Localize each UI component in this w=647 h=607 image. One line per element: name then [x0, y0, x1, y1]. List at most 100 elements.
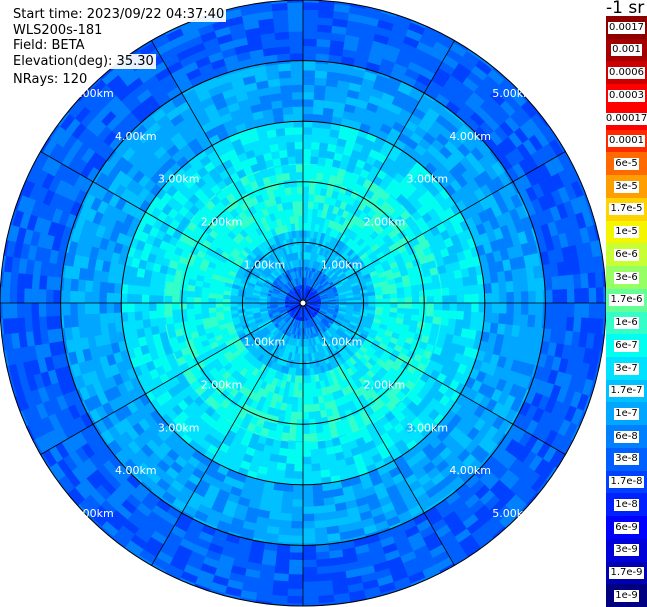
ring-label: 5.00km: [72, 507, 114, 520]
range-gate: [297, 289, 301, 297]
range-gate: [212, 575, 229, 587]
range-gate: [330, 263, 338, 271]
range-gate: [186, 378, 192, 385]
range-gate: [215, 303, 224, 308]
range-gate: [361, 364, 370, 374]
range-gate: [92, 303, 100, 315]
range-gate: [487, 262, 497, 274]
range-gate: [273, 482, 284, 492]
range-gate: [196, 250, 206, 259]
range-gate: [374, 335, 383, 343]
range-gate: [56, 395, 69, 411]
range-gate: [453, 242, 464, 254]
range-gate: [315, 238, 320, 247]
range-gate: [342, 227, 351, 236]
range-gate: [434, 259, 438, 268]
range-gate: [191, 450, 204, 462]
range-gate: [431, 323, 440, 332]
range-gate: [215, 190, 222, 196]
range-gate: [432, 379, 443, 391]
range-gate: [292, 397, 299, 405]
range-gate: [358, 220, 368, 230]
range-gate: [499, 121, 514, 137]
range-gate: [206, 332, 215, 340]
range-gate: [314, 70, 328, 79]
range-gate: [310, 271, 315, 280]
range-gate: [220, 112, 233, 124]
range-gate: [152, 333, 162, 343]
range-gate: [424, 506, 439, 520]
range-gate: [479, 57, 494, 70]
range-gate: [570, 408, 584, 426]
range-gate: [365, 178, 373, 184]
range-gate: [289, 280, 294, 288]
range-gate: [373, 350, 383, 359]
range-gate: [513, 127, 529, 144]
range-gate: [352, 199, 362, 209]
range-gate: [164, 317, 167, 325]
range-gate: [312, 345, 317, 353]
range-gate: [247, 214, 256, 224]
range-gate: [155, 188, 167, 200]
range-gate: [303, 38, 317, 47]
range-gate: [303, 63, 316, 71]
range-gate: [411, 395, 423, 406]
range-gate: [310, 314, 314, 319]
range-gate: [260, 427, 270, 437]
range-gate: [320, 469, 331, 478]
range-gate: [143, 269, 153, 279]
range-gate: [405, 183, 417, 195]
range-gate: [243, 273, 252, 280]
range-gate: [325, 189, 334, 198]
range-gate: [93, 156, 107, 171]
range-gate: [432, 41, 450, 56]
range-gate: [393, 422, 405, 434]
range-labels: 1.00km1.00km1.00km1.00km2.00km2.00km2.00…: [72, 87, 534, 520]
range-gate: [355, 159, 366, 170]
range-gate: [473, 392, 485, 405]
range-gate: [212, 421, 224, 433]
range-gate: [293, 113, 303, 122]
range-gate: [258, 275, 267, 282]
range-gate: [214, 495, 228, 507]
range-gate: [212, 173, 224, 185]
range-gate: [484, 385, 496, 399]
range-gate: [244, 341, 253, 349]
range-gate: [95, 224, 107, 238]
range-gate: [20, 410, 29, 427]
range-gate: [254, 330, 262, 338]
range-gate: [531, 167, 545, 184]
range-gate: [315, 544, 330, 553]
range-gate: [355, 260, 364, 268]
range-gate: [240, 534, 254, 541]
range-gate: [172, 289, 181, 297]
range-gate: [422, 393, 434, 405]
range-gate: [339, 201, 348, 210]
range-gate: [116, 504, 133, 520]
range-gate: [192, 516, 206, 525]
range-gate: [435, 67, 451, 82]
range-gate: [440, 288, 443, 296]
range-gate: [485, 193, 498, 208]
range-gate: [524, 435, 539, 451]
range-gate: [303, 310, 305, 318]
range-gate: [200, 497, 215, 509]
range-gate: [297, 346, 301, 354]
range-gate: [335, 297, 340, 300]
range-gate: [152, 358, 163, 369]
range-gate: [341, 209, 350, 219]
range-gate: [391, 349, 401, 358]
range-gate: [467, 329, 477, 340]
range-gate: [276, 356, 283, 365]
range-gate: [303, 552, 317, 560]
range-gate: [194, 291, 202, 298]
range-gate: [367, 54, 383, 66]
range-gate: [312, 288, 316, 293]
range-gate: [225, 221, 235, 232]
range-gate: [6, 224, 13, 241]
range-gate: [159, 441, 172, 455]
range-gate: [321, 333, 327, 341]
field-label: Field: BETA: [11, 38, 87, 53]
range-gate: [436, 557, 454, 571]
range-gate: [140, 344, 150, 356]
